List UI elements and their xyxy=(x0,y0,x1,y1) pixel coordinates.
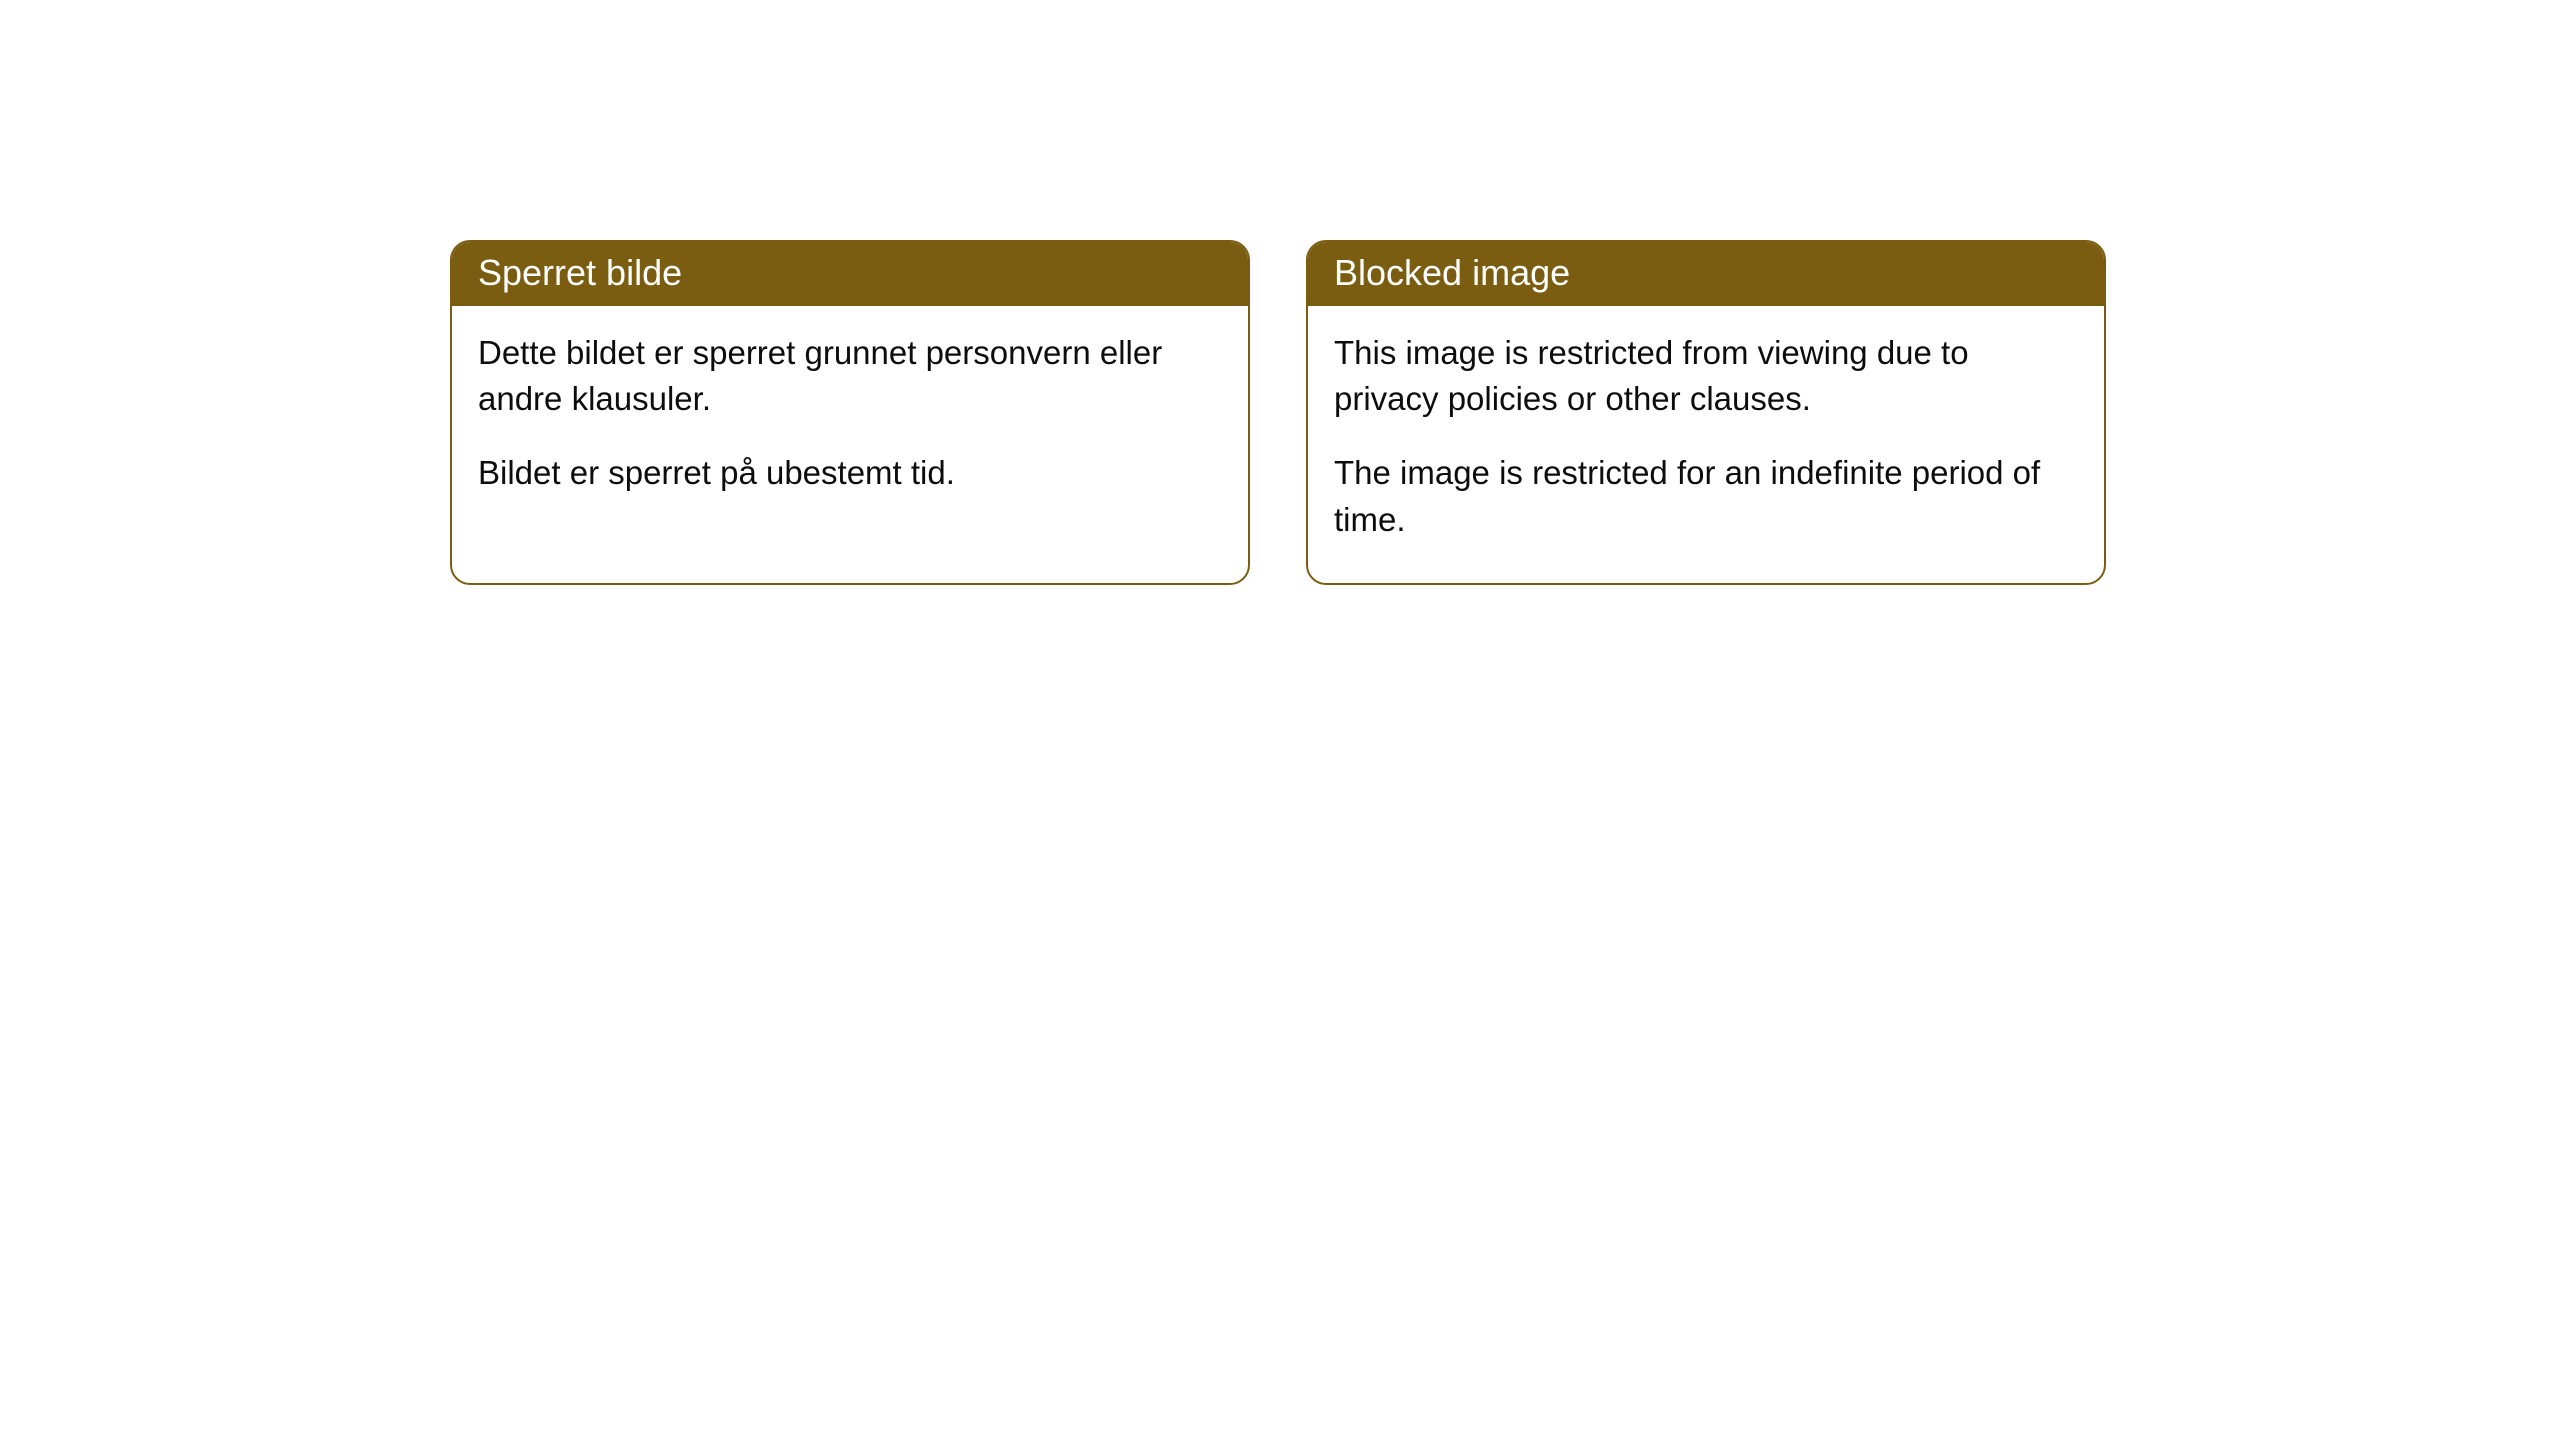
blocked-image-card-norwegian: Sperret bilde Dette bildet er sperret gr… xyxy=(450,240,1250,585)
card-header: Blocked image xyxy=(1308,242,2104,306)
card-title: Sperret bilde xyxy=(478,252,682,293)
card-paragraph-1: Dette bildet er sperret grunnet personve… xyxy=(478,330,1222,422)
card-body: Dette bildet er sperret grunnet personve… xyxy=(452,306,1248,537)
card-paragraph-2: Bildet er sperret på ubestemt tid. xyxy=(478,450,1222,496)
card-title: Blocked image xyxy=(1334,252,1570,293)
card-header: Sperret bilde xyxy=(452,242,1248,306)
notice-cards-container: Sperret bilde Dette bildet er sperret gr… xyxy=(450,240,2560,585)
card-body: This image is restricted from viewing du… xyxy=(1308,306,2104,583)
card-paragraph-1: This image is restricted from viewing du… xyxy=(1334,330,2078,422)
blocked-image-card-english: Blocked image This image is restricted f… xyxy=(1306,240,2106,585)
card-paragraph-2: The image is restricted for an indefinit… xyxy=(1334,450,2078,542)
